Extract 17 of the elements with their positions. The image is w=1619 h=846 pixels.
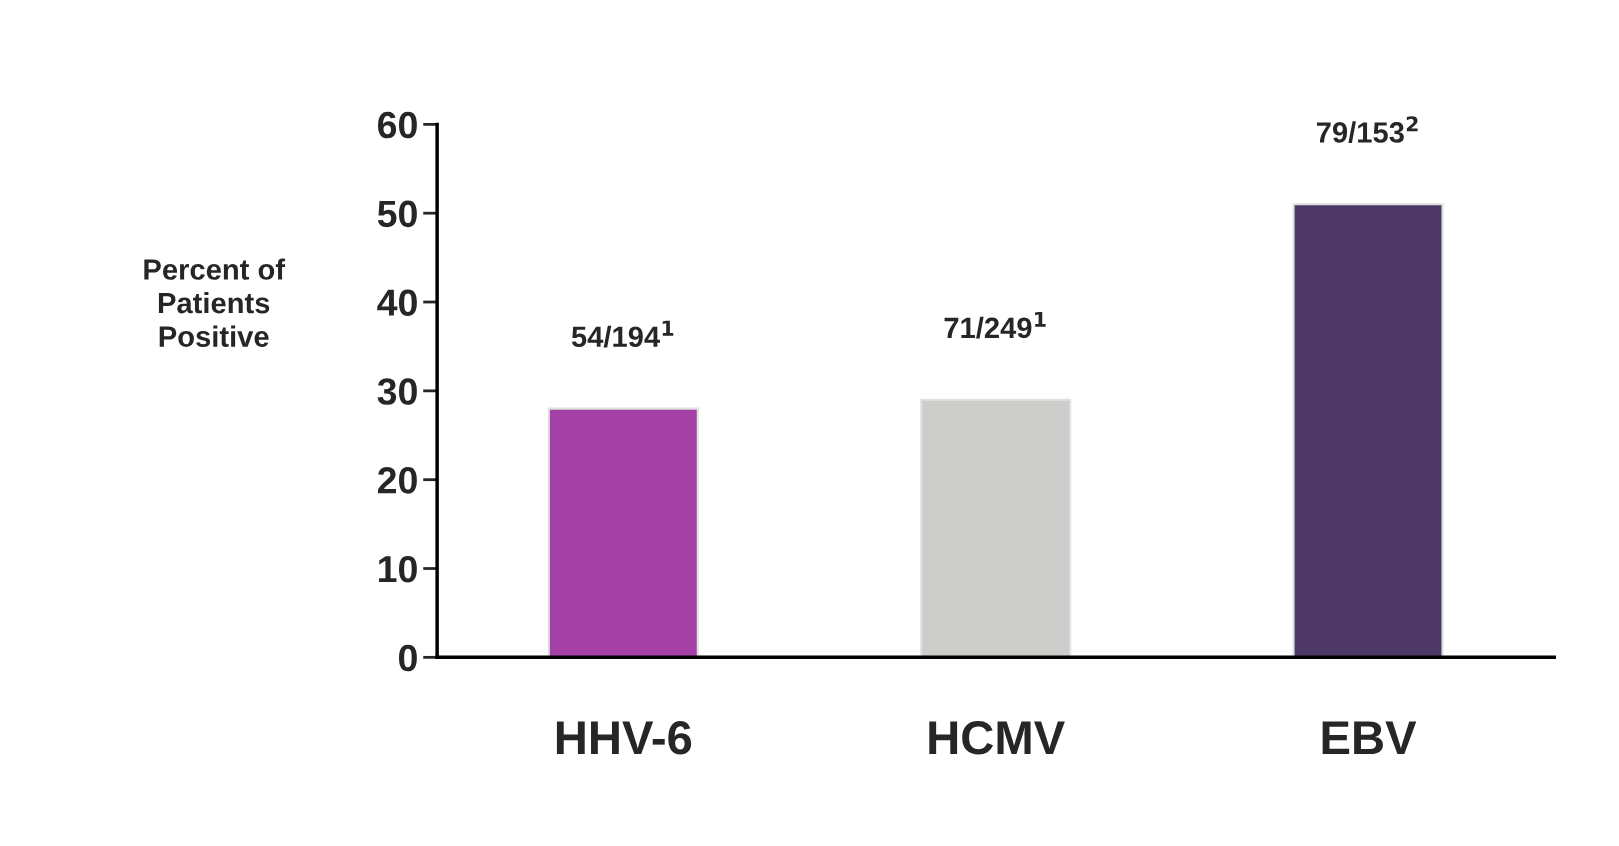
x-tick-label: EBV [1322, 721, 1417, 755]
data-label: 79/153$^{2}$ [1316, 116, 1418, 144]
data-label: 71/249$^{1}$ [944, 311, 1046, 339]
y-axis-title: Percent of Patients Positive [144, 258, 286, 347]
y-tick-label: 0 [399, 644, 417, 672]
y-tick-label: 50 [377, 200, 417, 228]
y-tick-label: 30 [377, 378, 417, 405]
y-tick-label: 10 [379, 555, 417, 583]
y-tick-label: 20 [377, 467, 417, 494]
x-tick-label: HCMV [929, 721, 1065, 755]
x-tick-label: HHV-6 [556, 721, 692, 755]
bar [1292, 203, 1444, 658]
y-tick-label: 60 [378, 111, 417, 139]
y-tick-label: 40 [377, 289, 417, 316]
data-label: 54/194$^{1}$ [571, 320, 674, 348]
bar [920, 398, 1072, 658]
bar [547, 407, 699, 658]
